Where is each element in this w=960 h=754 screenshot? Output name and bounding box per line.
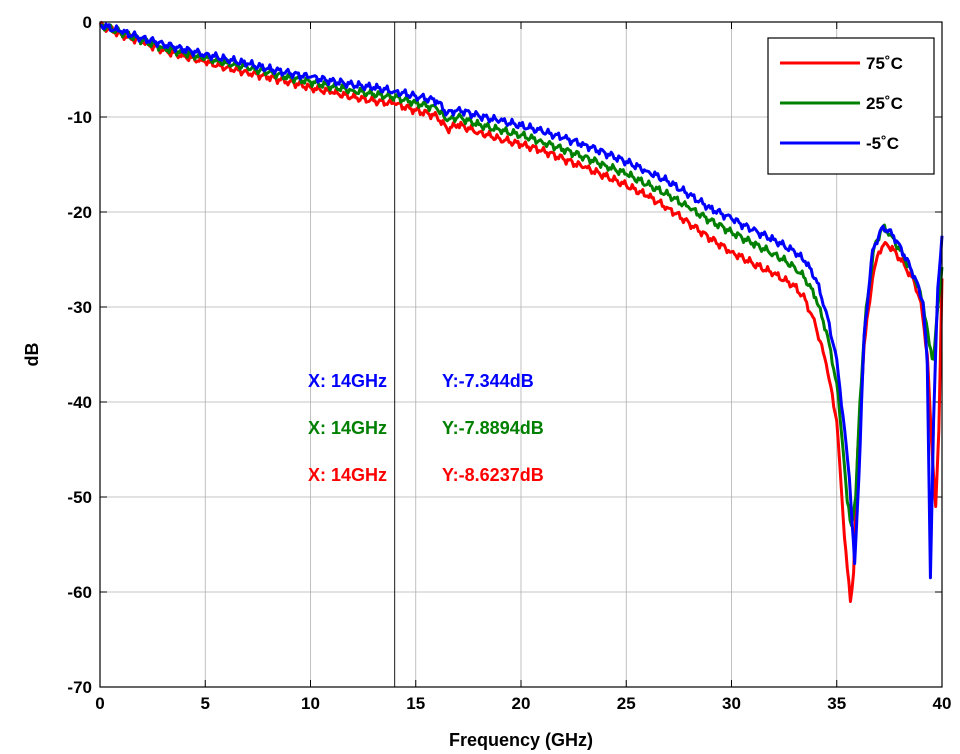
x-tick-label: 40 xyxy=(933,694,952,713)
y-tick-label: 0 xyxy=(83,13,92,32)
legend-entry-label: -5˚C xyxy=(866,134,899,153)
x-tick-label: 25 xyxy=(617,694,636,713)
y-tick-label: -60 xyxy=(67,583,92,602)
legend-box xyxy=(767,37,935,175)
series-line-0 xyxy=(98,20,944,603)
x-tick-label: 0 xyxy=(95,694,104,713)
x-tick-labels: 0 5 10 15 20 25 30 35 40 xyxy=(95,694,951,713)
annotation-x-value: X: 14GHz xyxy=(308,371,387,391)
series-line-1 xyxy=(99,23,944,527)
y-tick-label: -70 xyxy=(67,678,92,697)
annotation-y-value: Y:-7.344dB xyxy=(442,371,534,391)
plot-frame xyxy=(99,21,943,688)
x-tick-label: 20 xyxy=(512,694,531,713)
annotation-x-value: X: 14GHz xyxy=(308,418,387,438)
legend-entry-label: 75˚C xyxy=(866,54,903,73)
x-tick-label: 5 xyxy=(201,694,210,713)
y-tick-label: -20 xyxy=(67,203,92,222)
annotation-x-value: X: 14GHz xyxy=(308,465,387,485)
annotation-y-value: Y:-8.6237dB xyxy=(442,465,544,485)
y-tick-labels: 0 -10 -20 -30 -40 -50 -60 -70 xyxy=(67,13,92,697)
y-axis-label: dB xyxy=(22,343,42,367)
x-tick-label: 10 xyxy=(301,694,320,713)
legend: 75˚C 25˚C -5˚C xyxy=(767,37,935,175)
grid-lines xyxy=(100,22,942,687)
annotation-y-value: Y:-7.8894dB xyxy=(442,418,544,438)
data-cursor-annotations: X: 14GHz Y:-7.344dB X: 14GHz Y:-7.8894dB X: … xyxy=(308,371,544,485)
x-tick-label: 30 xyxy=(722,694,741,713)
x-axis-label: Frequency (GHz) xyxy=(449,730,593,750)
series-layer xyxy=(98,20,944,603)
series-line-2 xyxy=(99,22,944,580)
legend-entry-label: 25˚C xyxy=(866,94,903,113)
y-tick-label: -10 xyxy=(67,108,92,127)
x-tick-label: 15 xyxy=(406,694,425,713)
y-tick-label: -50 xyxy=(67,488,92,507)
y-tick-label: -40 xyxy=(67,393,92,412)
y-tick-label: -30 xyxy=(67,298,92,317)
x-tick-label: 35 xyxy=(827,694,846,713)
